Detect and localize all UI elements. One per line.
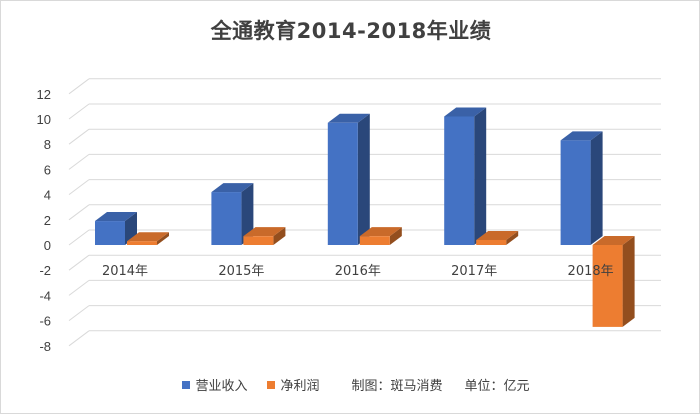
legend-item-revenue: 营业收入 — [182, 375, 247, 394]
y-tick-label: -4 — [39, 288, 51, 303]
gridline — [68, 128, 661, 145]
legend: 营业收入 净利润 制图：斑马消费 单位：亿元 — [1, 375, 700, 394]
x-tick-label: 2017年 — [451, 264, 497, 279]
legend-swatch-revenue — [182, 380, 191, 389]
legend-item-profit: 净利润 — [267, 375, 320, 394]
bar-profit-2018 — [592, 236, 635, 327]
bar-revenue-2017 — [444, 107, 487, 245]
bar-profit-2015 — [243, 227, 286, 245]
gridline — [68, 254, 661, 271]
x-tick-label: 2016年 — [335, 264, 381, 279]
source-note: 制图：斑马消费 — [351, 379, 443, 394]
bar-profit-2016 — [359, 227, 402, 245]
x-tick-label: 2018年 — [568, 264, 614, 279]
y-tick-label: 10 — [37, 112, 51, 127]
legend-label-revenue: 营业收入 — [195, 379, 248, 394]
x-axis: 2014年 2015年 2016年 2017年 2018年 — [102, 264, 614, 279]
bars — [95, 107, 635, 327]
y-tick-label: 0 — [44, 238, 51, 253]
y-axis: -8 -6 -4 -2 0 2 4 6 8 10 12 — [37, 87, 51, 354]
chart-title: 全通教育2014-2018年业绩 — [210, 19, 492, 43]
y-tick-label: -2 — [39, 263, 51, 278]
y-tick-label: -6 — [39, 314, 51, 329]
x-tick-label: 2014年 — [102, 264, 148, 279]
gridline — [68, 279, 661, 296]
y-tick-label: -8 — [39, 339, 51, 354]
x-tick-label: 2015年 — [218, 264, 264, 279]
gridline — [68, 330, 661, 347]
unit-note: 单位：亿元 — [464, 379, 530, 394]
bar-revenue-2016 — [327, 113, 370, 245]
gridline — [68, 305, 661, 322]
y-tick-label: 8 — [44, 137, 51, 152]
legend-swatch-profit — [267, 380, 276, 389]
gridline — [68, 103, 661, 120]
bar-profit-2017 — [476, 230, 519, 245]
bar-profit-2014 — [127, 232, 169, 245]
bar-revenue-2018 — [560, 131, 603, 245]
y-tick-label: 4 — [44, 188, 51, 203]
y-tick-label: 12 — [37, 87, 51, 102]
gridline — [68, 78, 661, 95]
y-tick-label: 6 — [44, 162, 51, 177]
y-tick-label: 2 — [44, 213, 51, 228]
legend-label-profit: 净利润 — [280, 379, 320, 394]
bar-revenue-2015 — [211, 183, 254, 245]
